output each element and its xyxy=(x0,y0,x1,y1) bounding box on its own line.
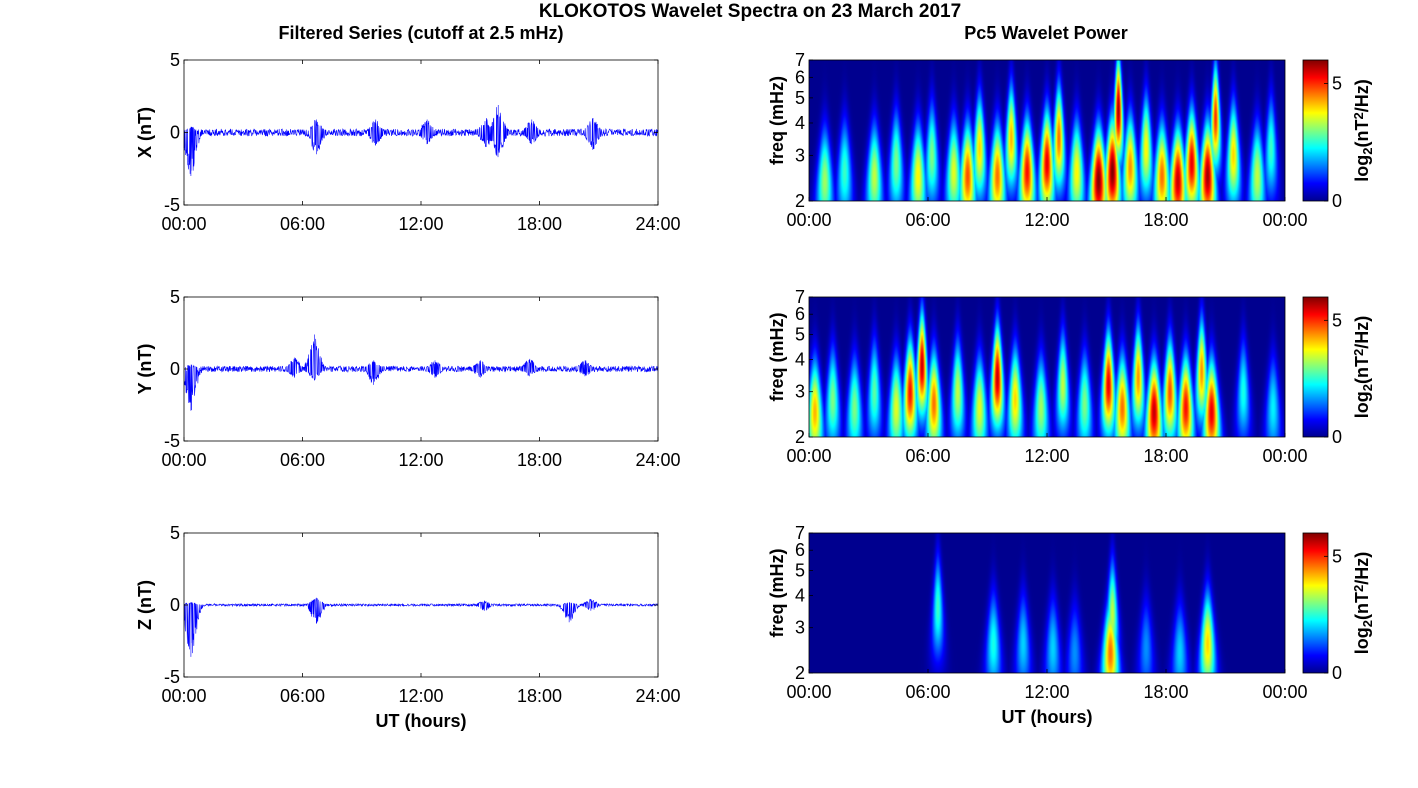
y-tick-label: 3 xyxy=(795,382,805,402)
x-tick-label: 00:00 xyxy=(786,682,831,702)
colorbar xyxy=(1302,532,1329,674)
x-tick-label: 00:00 xyxy=(1262,682,1307,702)
x-tick-label: 12:00 xyxy=(398,686,443,706)
colorbar-label: log2(nT2/Hz) xyxy=(1351,316,1375,418)
colorbar-tick-label: 5 xyxy=(1332,310,1342,330)
wavelet-power-image-x xyxy=(809,60,1285,201)
x-tick-label: 18:00 xyxy=(1143,446,1188,466)
x-tick-label: 00:00 xyxy=(161,686,206,706)
x-tick-label: 12:00 xyxy=(1024,210,1069,230)
figure-title: KLOKOTOS Wavelet Spectra on 23 March 201… xyxy=(539,1,961,22)
series-line-x xyxy=(183,104,659,177)
y-tick-label: -5 xyxy=(164,431,180,451)
x-tick-label: 12:00 xyxy=(398,214,443,234)
x-tick-label: 12:00 xyxy=(1024,682,1069,702)
x-tick-label: 00:00 xyxy=(786,210,831,230)
series-line-z xyxy=(183,597,659,657)
y-tick-label: -5 xyxy=(164,195,180,215)
x-tick-label: 24:00 xyxy=(635,214,680,234)
colorbar xyxy=(1302,296,1329,438)
x-tick-label: 06:00 xyxy=(280,686,325,706)
y-tick-label: 4 xyxy=(795,350,805,370)
y-axis-label: Z (nT) xyxy=(135,580,155,630)
y-tick-label: 3 xyxy=(795,145,805,165)
plot-background xyxy=(184,533,658,677)
y-tick-label: 7 xyxy=(795,50,805,70)
y-tick-label: -5 xyxy=(164,667,180,687)
x-tick-label: 18:00 xyxy=(1143,682,1188,702)
y-axis-label: freq (mHz) xyxy=(767,76,787,165)
wavelet-power-image-z xyxy=(809,533,1285,673)
x-tick-label: 12:00 xyxy=(1024,446,1069,466)
x-tick-label: 06:00 xyxy=(905,682,950,702)
y-axis-label: Y (nT) xyxy=(135,344,155,395)
colorbar-tick-label: 0 xyxy=(1332,427,1342,447)
x-tick-label: 24:00 xyxy=(635,686,680,706)
colorbar-tick-label: 5 xyxy=(1332,74,1342,94)
y-tick-label: 5 xyxy=(170,287,180,307)
y-tick-label: 5 xyxy=(170,523,180,543)
x-tick-label: 18:00 xyxy=(517,686,562,706)
y-tick-label: 5 xyxy=(795,88,805,108)
timeseries-y-panel: 00:00 06:00 12:00 18:00 24:00 -5 0 5 Y (nT) xyxy=(135,287,681,470)
x-tick-label: 00:00 xyxy=(1262,446,1307,466)
x-tick-label: 06:00 xyxy=(905,210,950,230)
timeseries-z-panel: 00:00 06:00 12:00 18:00 24:00 -5 0 5 Z (nT) UT (h… xyxy=(135,523,681,731)
wavelet-power-image-y xyxy=(809,297,1285,437)
x-tick-label: 06:00 xyxy=(280,214,325,234)
x-tick-label: 12:00 xyxy=(398,450,443,470)
timeseries-x-panel: 00:00 06:00 12:00 18:00 24:00 -5 0 5 X (nT) xyxy=(135,50,681,234)
x-tick-label: 18:00 xyxy=(517,450,562,470)
x-tick-label: 24:00 xyxy=(635,450,680,470)
series-line-y xyxy=(183,334,659,411)
y-tick-label: 2 xyxy=(795,191,805,211)
y-tick-label: 0 xyxy=(170,123,180,143)
colorbar-tick-label: 0 xyxy=(1332,191,1342,211)
x-tick-label: 06:00 xyxy=(905,446,950,466)
x-tick-label: 00:00 xyxy=(786,446,831,466)
x-tick-label: 18:00 xyxy=(517,214,562,234)
y-tick-label: 7 xyxy=(795,287,805,307)
y-tick-label: 2 xyxy=(795,427,805,447)
x-axis-label: UT (hours) xyxy=(1002,707,1093,727)
x-tick-label: 00:00 xyxy=(161,214,206,234)
colorbar-tick-label: 0 xyxy=(1332,663,1342,683)
x-tick-label: 00:00 xyxy=(161,450,206,470)
y-tick-label: 5 xyxy=(795,561,805,581)
y-tick-label: 6 xyxy=(795,540,805,560)
colorbar-label: log2(nT2/Hz) xyxy=(1351,79,1375,181)
x-tick-label: 18:00 xyxy=(1143,210,1188,230)
y-tick-label: 4 xyxy=(795,113,805,133)
y-tick-label: 0 xyxy=(170,359,180,379)
y-tick-label: 5 xyxy=(170,50,180,70)
y-tick-label: 0 xyxy=(170,595,180,615)
y-tick-label: 6 xyxy=(795,67,805,87)
colorbar xyxy=(1302,59,1329,202)
y-tick-label: 7 xyxy=(795,523,805,543)
y-axis-label: freq (mHz) xyxy=(767,548,787,637)
x-axis-label: UT (hours) xyxy=(376,711,467,731)
y-tick-label: 3 xyxy=(795,618,805,638)
y-axis-label: freq (mHz) xyxy=(767,312,787,401)
y-tick-label: 5 xyxy=(795,325,805,345)
colorbar-tick-label: 5 xyxy=(1332,546,1342,566)
x-tick-label: 00:00 xyxy=(1262,210,1307,230)
y-tick-label: 2 xyxy=(795,663,805,683)
y-tick-label: 4 xyxy=(795,586,805,606)
right-column-title: Pc5 Wavelet Power xyxy=(964,23,1127,43)
y-tick-label: 6 xyxy=(795,304,805,324)
colorbar-label: log2(nT2/Hz) xyxy=(1351,552,1375,654)
y-axis-label: X (nT) xyxy=(135,107,155,158)
x-tick-label: 06:00 xyxy=(280,450,325,470)
left-column-title: Filtered Series (cutoff at 2.5 mHz) xyxy=(278,23,563,43)
